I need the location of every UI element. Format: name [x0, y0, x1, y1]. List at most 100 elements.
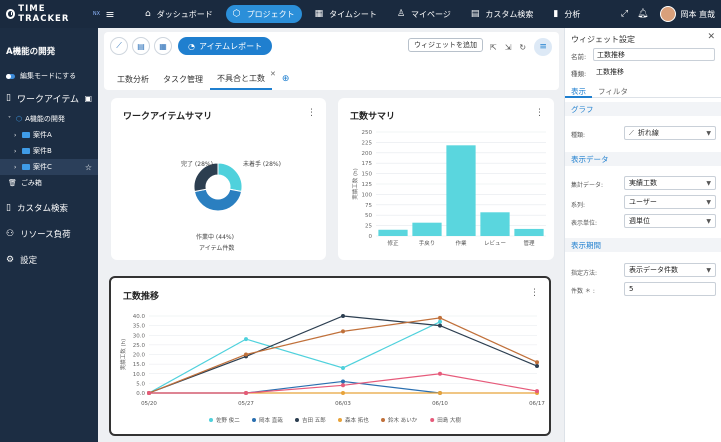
chevron-right-icon[interactable]: › [14, 147, 17, 155]
nav-timesheet[interactable]: ▦ タイムシート [314, 9, 377, 19]
more-vertical-icon[interactable]: ⋮ [530, 288, 539, 298]
add-widget-button[interactable]: ウィジェットを追加 [408, 38, 483, 52]
more-vertical-icon[interactable]: ⋮ [535, 108, 544, 118]
agg-select[interactable]: 実績工数 ▼ [624, 176, 716, 190]
y-axis-label: 実績工数 (h) [119, 339, 127, 371]
list-icon: ▤ [470, 9, 480, 19]
table-icon[interactable]: ▤ [132, 37, 150, 55]
data-point [438, 371, 442, 376]
bar [480, 212, 510, 236]
data-point [438, 319, 442, 324]
tab-bugs-and-effort[interactable]: 不具合と工数 [210, 68, 272, 90]
clock-icon [6, 9, 16, 19]
item-report-button[interactable]: ◔ アイテムレポート [178, 37, 273, 55]
nav-project[interactable]: ⬡ プロジェクト [225, 5, 302, 23]
bar [412, 222, 442, 236]
nav-analysis[interactable]: ▮ 分析 [553, 9, 581, 19]
close-icon[interactable]: ✕ [707, 32, 715, 42]
sidebar-item-work-items[interactable]: ▯ ワークアイテム ▣ [0, 87, 98, 109]
name-input[interactable]: 工数推移 [593, 48, 715, 61]
donut-slice [217, 162, 243, 193]
tree-trash[interactable]: 🗑︎ ごみ箱 [8, 179, 42, 187]
donut-label-wip: 作業中 (44%) [196, 233, 234, 241]
sidebar: A機能の開発 編集モードにする ▯ ワークアイテム ▣ ˅ ⬡ A機能の開発 ›… [0, 28, 98, 442]
bell-icon[interactable]: 🔔︎ [637, 9, 649, 19]
widget-title: ワークアイテムサマリ [123, 112, 213, 122]
expand-icon[interactable]: ⤢ [620, 9, 629, 19]
donut-slice [193, 188, 243, 212]
app-logo[interactable]: TIME TRACKER NX [0, 4, 100, 24]
tab-filter[interactable]: フィルタ [598, 87, 628, 96]
nav-custom-search[interactable]: ▤ カスタム検索 [470, 9, 534, 19]
cube-icon: ⬡ [16, 115, 23, 123]
nav-mypage[interactable]: ♙ マイページ [396, 9, 451, 19]
add-tab-icon[interactable]: ⊕ [281, 74, 290, 84]
close-icon[interactable]: ✕ [270, 70, 276, 78]
tree-item-c[interactable]: › 案件C ☆ [0, 159, 98, 175]
avatar[interactable] [660, 6, 677, 22]
chevron-right-icon[interactable]: › [14, 163, 17, 171]
tab-display[interactable]: 表示 [565, 86, 592, 98]
legend-label: 岡本 直哉 [259, 416, 283, 424]
view-switcher: ⟋ ▤ ▦ ◔ アイテムレポート [110, 37, 273, 55]
tree-root[interactable]: ˅ ⬡ A機能の開発 [8, 115, 65, 123]
tab-effort-analysis[interactable]: 工数分析 [117, 74, 149, 84]
top-right-tools: ⤢ 🔔︎ 岡本 直哉 [612, 0, 715, 28]
chevron-right-icon[interactable]: › [14, 131, 17, 139]
x-tick-label: レビュー [484, 239, 506, 247]
tab-task-management[interactable]: タスク管理 [163, 74, 203, 84]
type-label: 種類: [571, 70, 587, 78]
toolbar-actions: ⇱ ⇲ ↻ ≡ [490, 38, 553, 56]
export-icon[interactable]: ⇱ [490, 42, 497, 52]
chevron-down-icon: ▼ [706, 198, 711, 206]
sidebar-item-custom-search[interactable]: ▯ カスタム検索 [6, 203, 68, 214]
data-point [341, 379, 345, 384]
y-tick-label: 200 [362, 151, 373, 157]
unit-select[interactable]: 週単位 ▼ [624, 214, 716, 228]
y-tick-label: 25 [365, 224, 372, 230]
tree-item-b[interactable]: › 案件B [14, 147, 52, 155]
y-tick-label: 35.0 [133, 324, 146, 330]
y-tick-label: 75 [365, 203, 372, 209]
tree-item-a[interactable]: › 案件A [14, 131, 52, 139]
method-select[interactable]: 表示データ件数 ▼ [624, 263, 716, 277]
edit-mode-toggle[interactable]: 編集モードにする [0, 71, 98, 81]
y-tick-label: 0 [369, 234, 373, 240]
home-icon: ⌂ [145, 9, 151, 19]
section-graph: グラフ [565, 102, 721, 116]
more-vertical-icon[interactable]: ⋮ [307, 108, 316, 118]
folder-add-icon[interactable]: ▣ [84, 93, 92, 103]
data-point [147, 391, 151, 395]
nav-dashboard[interactable]: ⌂ ダッシュボード [145, 9, 213, 19]
series-select[interactable]: ユーザー ▼ [624, 195, 716, 209]
menu-button[interactable]: ≡ [534, 38, 553, 56]
star-icon[interactable]: ☆ [84, 162, 92, 172]
unit-label: 表示単位: [571, 220, 598, 227]
user-name[interactable]: 岡本 直哉 [680, 9, 715, 19]
donut-center-label: アイテム件数 [199, 244, 234, 252]
sidebar-item-resource-load[interactable]: ⚇ リソース負荷 [6, 229, 71, 240]
count-input[interactable]: 5 [624, 282, 716, 296]
kind-select[interactable]: ⟋ 折れ線 ▼ [624, 126, 716, 140]
refresh-icon[interactable]: ↻ [519, 42, 527, 52]
hamburger-menu-icon[interactable]: ≡ [105, 7, 115, 21]
y-tick-label: 250 [362, 130, 373, 136]
data-point [341, 329, 345, 334]
project-title: A機能の開発 [6, 47, 56, 57]
series-label: 系列: [571, 202, 586, 209]
legend-marker [209, 418, 213, 422]
sidebar-item-settings[interactable]: ⚙ 設定 [6, 255, 38, 266]
section-data: 表示データ [565, 152, 721, 166]
kind-label: 種類: [571, 132, 586, 139]
x-tick-label: 06/17 [529, 401, 545, 407]
line-chart-icon[interactable]: ⟋ [110, 37, 128, 55]
y-tick-label: 125 [362, 182, 373, 188]
type-value: 工数推移 [596, 68, 624, 76]
document-icon: ▯ [6, 93, 11, 103]
chevron-down-icon[interactable]: ˅ [8, 115, 11, 123]
y-tick-label: 5.0 [136, 381, 145, 387]
effort-trend-widget[interactable]: 工数推移 ⋮ 0.0 5.0 10.0 15.0 20.0 25.0 30.0 35.0 40.… [109, 276, 551, 436]
y-tick-label: 30.0 [133, 333, 146, 339]
calendar-icon[interactable]: ▦ [154, 37, 172, 55]
import-icon[interactable]: ⇲ [504, 42, 512, 52]
